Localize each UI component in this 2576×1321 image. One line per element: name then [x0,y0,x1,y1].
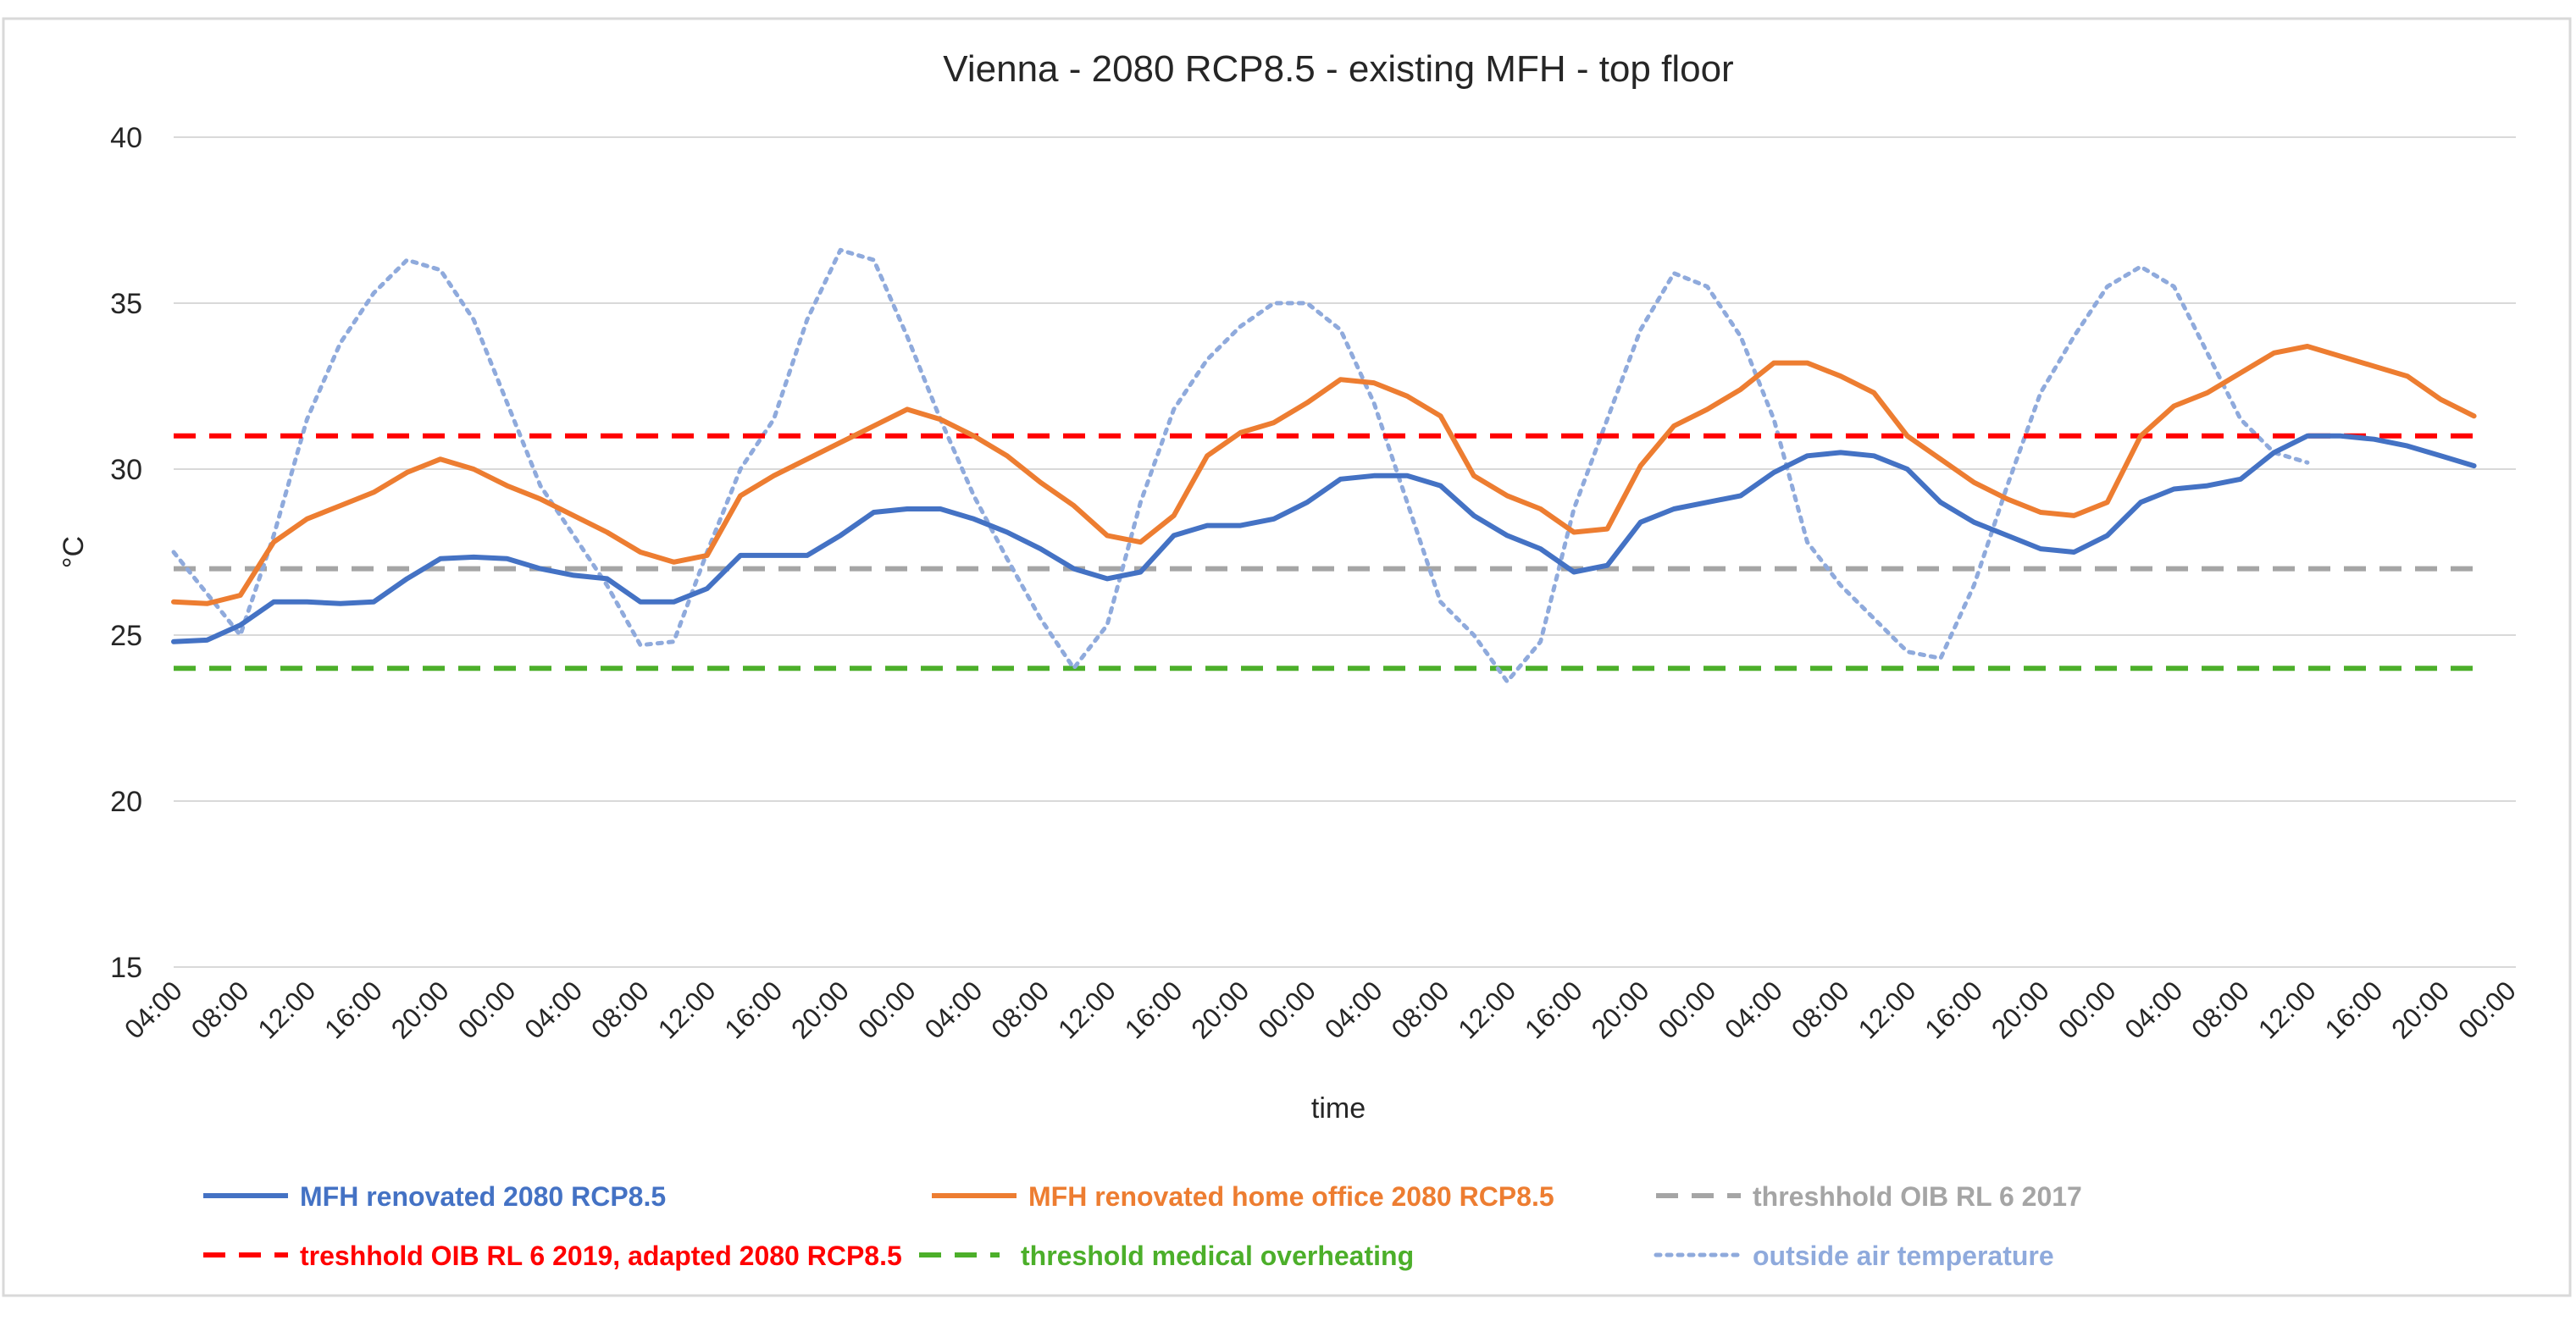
chart-frame [2,17,2572,1297]
x-axis-label: time [1311,1092,1366,1125]
y-tick-label: 20 [110,786,142,818]
legend-label: treshhold OIB RL 6 2019, adapted 2080 RC… [300,1241,902,1271]
y-tick-label: 30 [110,454,142,486]
y-tick-label: 35 [110,288,142,320]
legend-label: threshold medical overheating [1021,1241,1414,1271]
chart-title: Vienna - 2080 RCP8.5 - existing MFH - to… [943,48,1733,90]
y-tick-label: 40 [110,122,142,154]
legend-label: outside air temperature [1753,1241,2054,1271]
legend-label: MFH renovated 2080 RCP8.5 [300,1181,666,1212]
series-line-5 [171,247,2310,684]
y-axis-tick-labels: 15 20 25 30 35 40 [110,122,142,984]
legend: MFH renovated 2080 RCP8.5 MFH renovated h… [203,1181,2082,1271]
y-tick-label: 25 [110,620,142,652]
y-tick-label: 15 [110,952,142,984]
series-line-0 [171,433,2477,644]
legend-label: MFH renovated home office 2080 RCP8.5 [1028,1181,1554,1212]
series-line-1 [171,344,2477,606]
legend-label: threshhold OIB RL 6 2017 [1753,1181,2082,1212]
series-lines [171,247,2477,684]
y-axis-label: °C [58,536,90,568]
